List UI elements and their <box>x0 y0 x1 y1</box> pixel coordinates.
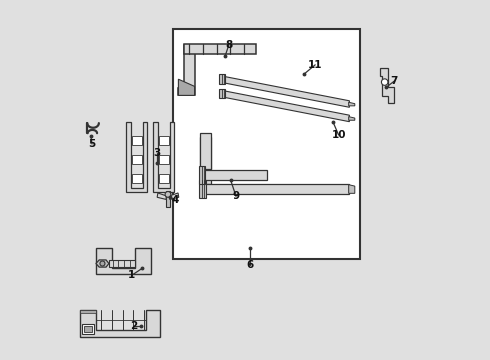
Polygon shape <box>132 174 142 183</box>
Text: 9: 9 <box>232 191 240 201</box>
Polygon shape <box>199 180 206 198</box>
Polygon shape <box>80 310 96 313</box>
Polygon shape <box>132 155 142 164</box>
Polygon shape <box>157 193 166 199</box>
Text: 8: 8 <box>225 40 232 50</box>
Polygon shape <box>200 137 211 184</box>
Polygon shape <box>219 89 225 98</box>
Polygon shape <box>200 170 267 180</box>
Polygon shape <box>200 133 211 169</box>
Polygon shape <box>159 136 169 145</box>
Polygon shape <box>184 44 256 54</box>
Polygon shape <box>153 122 174 192</box>
Polygon shape <box>166 191 170 207</box>
Polygon shape <box>349 185 355 193</box>
Polygon shape <box>84 326 92 332</box>
Polygon shape <box>126 122 147 192</box>
Polygon shape <box>349 117 355 120</box>
Polygon shape <box>199 166 205 184</box>
Polygon shape <box>170 193 179 199</box>
Polygon shape <box>220 76 349 107</box>
Text: 11: 11 <box>308 60 322 70</box>
Text: 5: 5 <box>88 139 96 149</box>
Polygon shape <box>178 45 195 95</box>
Polygon shape <box>96 260 109 267</box>
Bar <box>173 29 360 259</box>
Text: 7: 7 <box>391 76 398 86</box>
Polygon shape <box>220 90 349 122</box>
Text: 2: 2 <box>130 321 137 331</box>
Polygon shape <box>159 174 169 183</box>
Polygon shape <box>219 74 225 84</box>
Polygon shape <box>82 324 94 334</box>
Circle shape <box>165 192 171 197</box>
Circle shape <box>381 79 388 85</box>
Polygon shape <box>109 260 135 267</box>
Text: 10: 10 <box>331 130 346 140</box>
Polygon shape <box>380 68 394 103</box>
Polygon shape <box>349 102 355 106</box>
Text: 1: 1 <box>128 270 135 280</box>
Text: 4: 4 <box>171 195 178 205</box>
Circle shape <box>100 261 105 266</box>
Polygon shape <box>159 155 169 164</box>
Text: 3: 3 <box>153 148 160 158</box>
Polygon shape <box>80 310 160 337</box>
Polygon shape <box>178 79 195 95</box>
Polygon shape <box>200 184 349 194</box>
Text: 6: 6 <box>247 260 254 270</box>
Polygon shape <box>96 248 151 274</box>
Polygon shape <box>132 136 142 145</box>
